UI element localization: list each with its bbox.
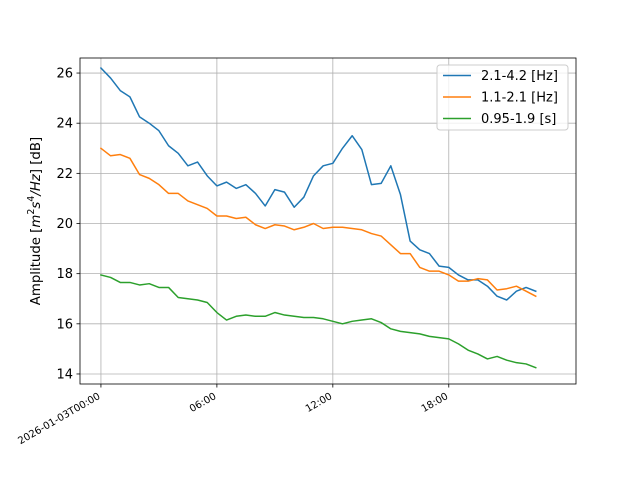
- y-tick-label: 22: [56, 167, 73, 182]
- series-line-1: [99, 66, 537, 301]
- y-tick-label: 24: [56, 117, 73, 132]
- y-tick-label: 18: [56, 267, 73, 282]
- y-tick-label: 26: [56, 67, 73, 82]
- y-tick-label: 14: [56, 367, 73, 382]
- y-tick-label: 20: [56, 217, 73, 232]
- series-lines: [99, 66, 537, 369]
- plot-frame: [79, 57, 577, 385]
- legend-label-1: 2.1-4.2 [Hz]: [481, 69, 558, 84]
- series-line-3: [100, 274, 537, 369]
- series-line-2: [99, 147, 537, 298]
- legend-box: [436, 64, 569, 131]
- legend-label-3: 0.95-1.9 [s]: [481, 112, 556, 127]
- y-axis-label: Amplitude [m2s4/Hz] [dB]: [26, 137, 44, 305]
- y-axis-ticks: 14 16 18 20 22 24 26: [56, 67, 80, 382]
- legend: 2.1-4.2 [Hz] 1.1-2.1 [Hz] 0.95-1.9 [s]: [436, 64, 569, 131]
- y-tick-label: 16: [56, 317, 73, 332]
- legend-label-2: 1.1-2.1 [Hz]: [481, 91, 558, 106]
